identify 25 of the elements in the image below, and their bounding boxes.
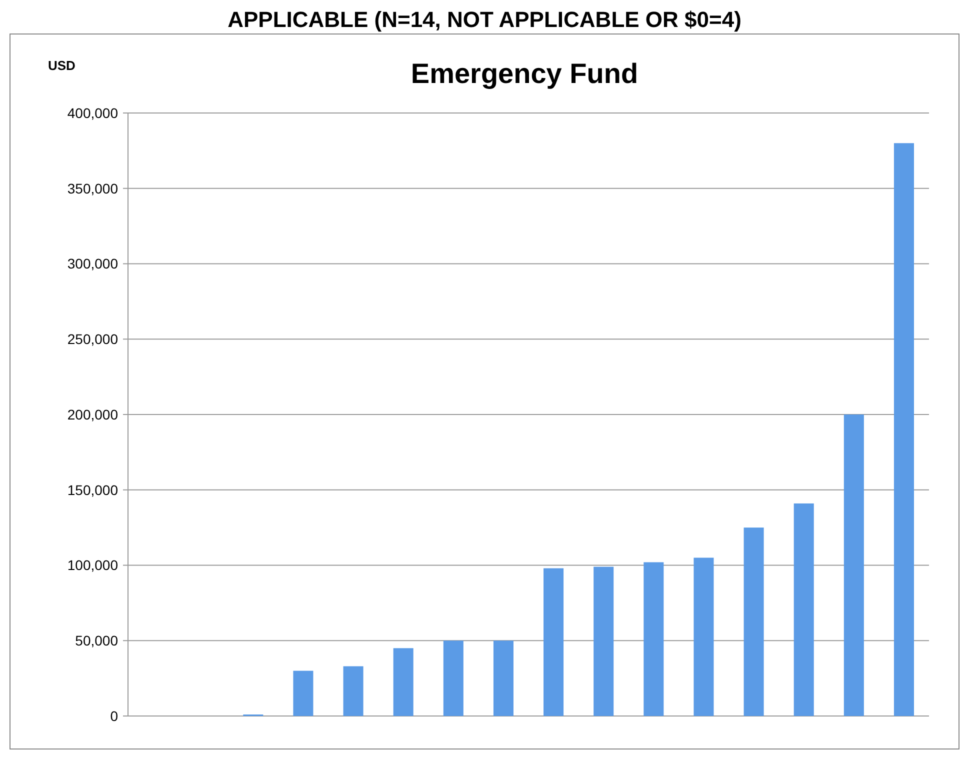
bar (794, 503, 814, 716)
bar (443, 640, 464, 716)
bar (894, 143, 914, 716)
y-tick-label: 400,000 (67, 104, 118, 121)
y-tick-label: 300,000 (67, 256, 118, 272)
y-tick-label: 0 (110, 708, 118, 724)
bar (744, 528, 764, 716)
y-axis-title: USD (48, 58, 76, 73)
y-tick-label: 50,000 (75, 632, 118, 649)
bar (293, 670, 314, 716)
bar (343, 666, 364, 716)
bar (544, 568, 564, 716)
y-tick-label: 250,000 (67, 331, 118, 348)
y-tick-label: 200,000 (67, 406, 118, 422)
bar (694, 558, 714, 716)
y-tick-label: 100,000 (67, 557, 118, 574)
chart-subtitle: APPLICABLE (N=14, NOT APPLICABLE OR $0=4) (228, 7, 742, 32)
bar (493, 640, 514, 716)
y-tick-label: 350,000 (67, 180, 118, 196)
bar (393, 648, 414, 716)
bar (594, 566, 614, 716)
y-tick-label: 150,000 (67, 482, 118, 498)
bar (844, 414, 864, 716)
chart-title: Emergency Fund (410, 58, 638, 89)
bar (644, 562, 664, 716)
